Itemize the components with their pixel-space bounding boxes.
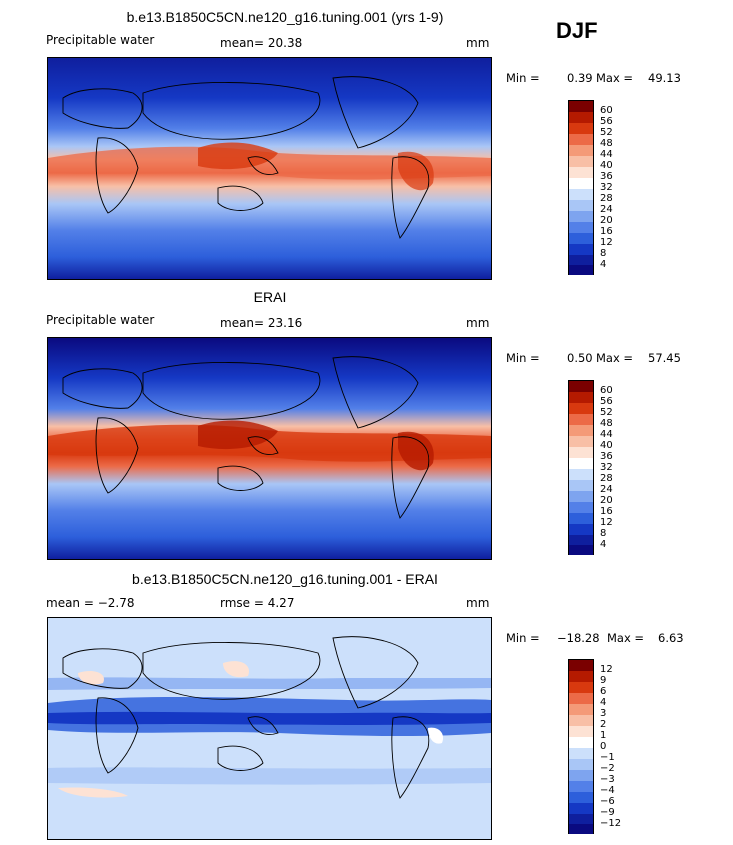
colorbar-2-label: 32 — [600, 462, 613, 473]
colorbar-3-label: 3 — [600, 708, 607, 719]
colorbar-1-label: 36 — [600, 171, 613, 182]
colorbar-3-label: 12 — [600, 664, 613, 675]
panel-3-units: mm — [466, 596, 490, 610]
colorbar-1-label: 24 — [600, 204, 613, 215]
colorbar-2-label: 48 — [600, 418, 613, 429]
panel-1-colorbar-swatches — [568, 100, 594, 275]
panel-3-mean: mean = −2.78 — [46, 596, 135, 610]
panel-2-title: ERAI — [253, 289, 287, 305]
colorbar-2-label: 60 — [600, 385, 613, 396]
panel-2-mean: mean= 23.16 — [220, 316, 303, 330]
colorbar-2-label: 28 — [600, 473, 613, 484]
panel-1-map — [47, 57, 492, 280]
panel-2-units: mm — [466, 316, 490, 330]
panel-3-max-value: 6.63 — [658, 631, 684, 645]
panel-1-max-label: Max = — [596, 71, 634, 85]
panel-3-map — [47, 617, 492, 840]
colorbar-2-label: 8 — [600, 528, 607, 539]
colorbar-1-label: 56 — [600, 116, 613, 127]
colorbar-1-label: 60 — [600, 105, 613, 116]
panel-3-max-label: Max = — [607, 631, 645, 645]
colorbar-3-label: −9 — [600, 807, 615, 818]
colorbar-1-label: 8 — [600, 248, 607, 259]
colorbar-3-label: 4 — [600, 697, 607, 708]
panel-1-min-label: Min = — [506, 71, 540, 85]
panel-2-left-label: Precipitable water — [46, 313, 155, 327]
colorbar-3-label: 6 — [600, 686, 607, 697]
colorbar-3-label: −2 — [600, 763, 615, 774]
panel-1-min-value: 0.39 — [567, 71, 593, 85]
panel-3-min-value: −18.28 — [557, 631, 600, 645]
colorbar-2-label: 56 — [600, 396, 613, 407]
colorbar-1-label: 20 — [600, 215, 613, 226]
colorbar-2-label: 40 — [600, 440, 613, 451]
colorbar-1-label: 4 — [600, 259, 607, 270]
season-label: DJF — [556, 18, 598, 43]
colorbar-1-label: 40 — [600, 160, 613, 171]
panel-2-max-value: 57.45 — [648, 351, 681, 365]
panel-1-units: mm — [466, 36, 490, 50]
colorbar-2-label: 16 — [600, 506, 613, 517]
colorbar-3-label: 2 — [600, 719, 607, 730]
colorbar-2-label: 20 — [600, 495, 613, 506]
colorbar-1-label: 32 — [600, 182, 613, 193]
colorbar-2-label: 52 — [600, 407, 613, 418]
colorbar-2-label: 44 — [600, 429, 613, 440]
panel-3-title: b.e13.B1850C5CN.ne120_g16.tuning.001 - E… — [132, 571, 438, 587]
colorbar-2-label: 36 — [600, 451, 613, 462]
panel-2-min-value: 0.50 — [567, 351, 593, 365]
colorbar-3-label: 1 — [600, 730, 607, 741]
colorbar-2-label: 24 — [600, 484, 613, 495]
colorbar-1-label: 52 — [600, 127, 613, 138]
panel-2-max-label: Max = — [596, 351, 634, 365]
colorbar-1-label: 16 — [600, 226, 613, 237]
panel-2-min-label: Min = — [506, 351, 540, 365]
colorbar-1-label: 44 — [600, 149, 613, 160]
colorbar-1-label: 28 — [600, 193, 613, 204]
colorbar-3-label: 9 — [600, 675, 607, 686]
panel-3-min-label: Min = — [506, 631, 540, 645]
colorbar-2-label: 12 — [600, 517, 613, 528]
panel-1-max-value: 49.13 — [648, 71, 681, 85]
colorbar-3-label: −3 — [600, 774, 615, 785]
colorbar-3-label: −12 — [600, 818, 622, 829]
colorbar-2-label: 4 — [600, 539, 607, 550]
colorbar-3-label: 0 — [600, 741, 607, 752]
panel-3-rmse: rmse = 4.27 — [220, 596, 295, 610]
panel-2-colorbar-swatches — [568, 380, 594, 555]
panel-1-mean: mean= 20.38 — [220, 36, 303, 50]
colorbar-3-label: −1 — [600, 752, 615, 763]
panel-2-map — [47, 337, 492, 560]
colorbar-1-label: 12 — [600, 237, 613, 248]
panel-3-colorbar-swatches — [568, 659, 594, 834]
colorbar-3-label: −6 — [600, 796, 615, 807]
panel-1-title: b.e13.B1850C5CN.ne120_g16.tuning.001 (yr… — [126, 9, 444, 25]
colorbar-1-label: 48 — [600, 138, 613, 149]
colorbar-3-label: −4 — [600, 785, 615, 796]
panel-1-left-label: Precipitable water — [46, 33, 155, 47]
